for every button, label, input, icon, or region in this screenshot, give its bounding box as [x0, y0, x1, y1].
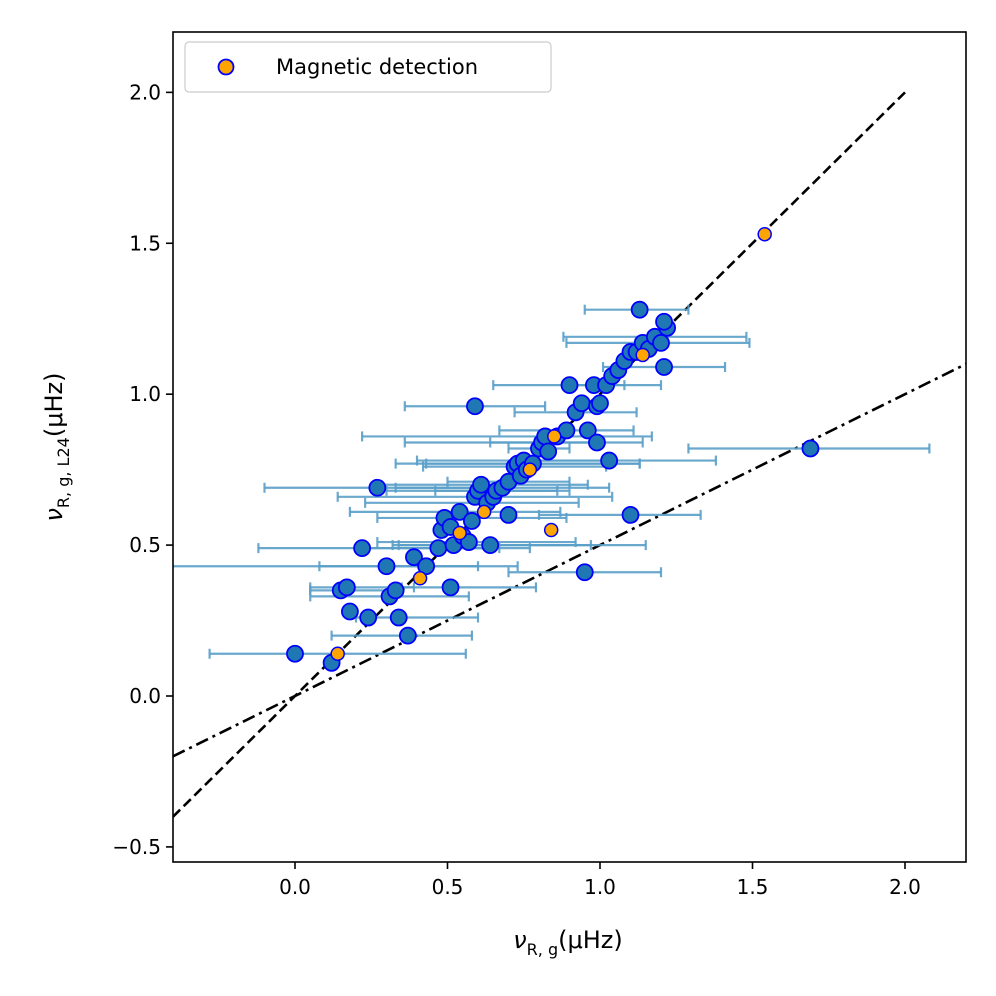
- data-point: [337, 578, 356, 597]
- plot-frame: [172, 31, 967, 863]
- y-tick-label: −0.5: [112, 835, 161, 859]
- data-point: [462, 512, 481, 530]
- legend: Magnetic detection: [184, 41, 552, 93]
- magnetic-point: [522, 462, 538, 477]
- data-point: [630, 300, 649, 319]
- y-axis-label: νR, g, L24(μHz): [40, 373, 73, 522]
- data-point: [578, 421, 597, 440]
- x-tick-label: 1.0: [584, 875, 616, 899]
- legend-label: Magnetic detection: [276, 55, 478, 79]
- data-point: [572, 394, 591, 413]
- y-tick-label: 0.5: [129, 533, 161, 557]
- x-tick-label: 0.5: [432, 875, 464, 899]
- data-point: [417, 557, 436, 576]
- data-point: [466, 397, 484, 416]
- legend-marker: [217, 58, 235, 76]
- x-axis-ticks: 0.0 0.5 1.0 1.5 2.0: [279, 862, 921, 899]
- data-point: [450, 502, 469, 521]
- x-tick-label: 2.0: [889, 875, 921, 899]
- data-point: [655, 358, 673, 376]
- legend-box: [184, 41, 552, 93]
- data-point: [539, 442, 558, 461]
- data-point: [591, 394, 609, 413]
- scatter-points: [286, 300, 820, 672]
- magnetic-point: [330, 646, 345, 661]
- magnetic-point: [757, 226, 772, 242]
- data-point: [386, 581, 405, 600]
- data-point: [801, 439, 820, 458]
- x-tick-label: 0.0: [279, 875, 311, 899]
- data-point: [621, 506, 640, 524]
- data-point: [655, 312, 673, 331]
- data-point: [340, 602, 359, 621]
- y-tick-label: 1.0: [129, 382, 161, 406]
- magnetic-point: [635, 347, 650, 363]
- data-point: [398, 626, 417, 645]
- data-point: [481, 536, 500, 554]
- data-point: [286, 644, 304, 663]
- y-tick-label: 2.0: [129, 80, 161, 104]
- magnetic-point: [543, 522, 559, 538]
- data-point: [429, 539, 448, 558]
- x-tick-label: 1.5: [737, 875, 769, 899]
- data-point: [353, 539, 372, 558]
- y-tick-label: 0.0: [129, 684, 161, 708]
- data-point: [377, 557, 396, 576]
- magnetic-point: [547, 429, 562, 444]
- data-point: [588, 433, 606, 452]
- data-point: [389, 608, 408, 627]
- data-point: [441, 578, 460, 597]
- data-point: [368, 478, 387, 497]
- magnetic-point: [476, 504, 492, 520]
- data-point: [472, 475, 490, 494]
- magnetic-point: [452, 525, 467, 541]
- magnetic-point: [412, 571, 428, 586]
- data-point: [359, 608, 378, 627]
- y-tick-label: 1.5: [129, 231, 161, 255]
- x-axis-label: νR, g(μHz): [513, 926, 623, 959]
- data-point: [405, 548, 423, 567]
- data-point: [652, 333, 670, 352]
- reference-line-dashdot: [173, 362, 966, 758]
- y-axis-ticks: −0.5 0.0 0.5 1.0 1.5 2.0: [112, 80, 173, 859]
- magnetic-points: [330, 226, 772, 661]
- data-point: [499, 506, 518, 524]
- data-point: [575, 563, 594, 582]
- data-point: [557, 421, 576, 440]
- data-point: [600, 451, 619, 470]
- data-point: [560, 376, 579, 395]
